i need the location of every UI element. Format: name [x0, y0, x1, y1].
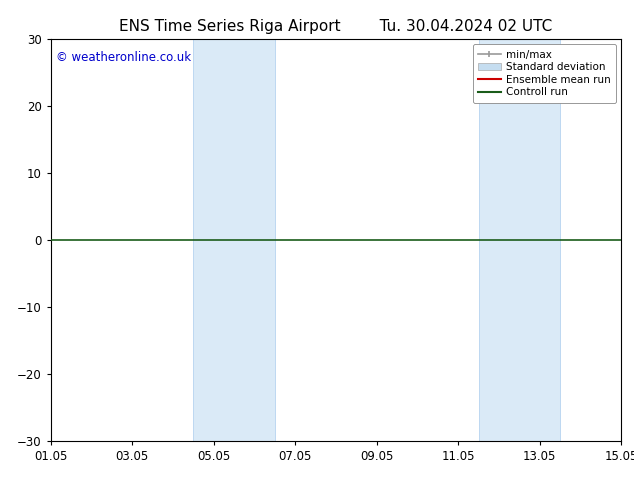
Title: ENS Time Series Riga Airport        Tu. 30.04.2024 02 UTC: ENS Time Series Riga Airport Tu. 30.04.2…: [119, 19, 553, 34]
Legend: min/max, Standard deviation, Ensemble mean run, Controll run: min/max, Standard deviation, Ensemble me…: [473, 45, 616, 102]
Bar: [193, 39, 275, 441]
Bar: [479, 39, 560, 441]
Text: © weatheronline.co.uk: © weatheronline.co.uk: [56, 51, 191, 64]
